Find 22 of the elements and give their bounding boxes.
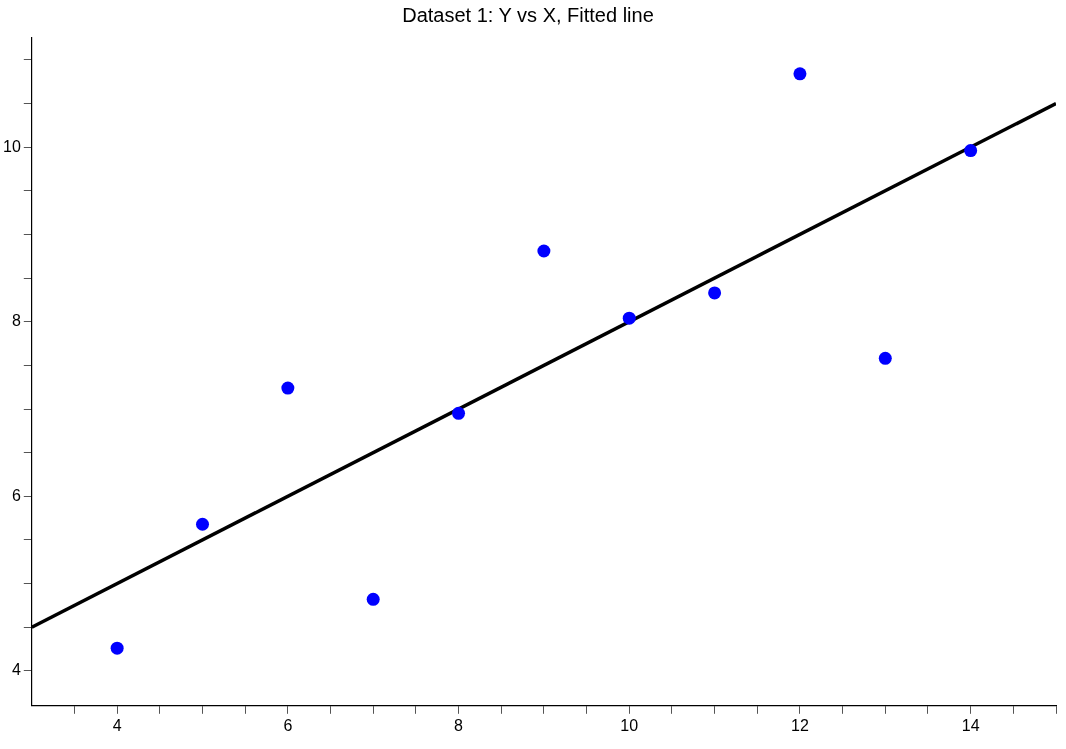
x-tick-label: 8 — [454, 716, 464, 734]
point — [878, 351, 892, 365]
x-tick-label: 14 — [961, 716, 980, 734]
point — [110, 641, 124, 655]
point — [964, 144, 978, 158]
point — [366, 592, 380, 606]
y-tick-label: 4 — [11, 661, 21, 679]
point — [622, 311, 636, 325]
point — [281, 381, 295, 395]
x-tick-label: 4 — [112, 716, 122, 734]
y-tick-label: 8 — [11, 312, 21, 330]
point — [708, 286, 722, 300]
x-tick-label: 10 — [620, 716, 639, 734]
y-tick-label: 10 — [3, 137, 21, 155]
chart-title: Dataset 1: Y vs X, Fitted line — [402, 3, 654, 26]
x-tick-label: 6 — [283, 716, 293, 734]
point — [793, 67, 807, 81]
y-tick-label: 6 — [11, 486, 21, 504]
point — [537, 244, 551, 258]
x-tick-label: 12 — [791, 716, 809, 734]
point — [196, 517, 209, 531]
point — [452, 406, 466, 420]
